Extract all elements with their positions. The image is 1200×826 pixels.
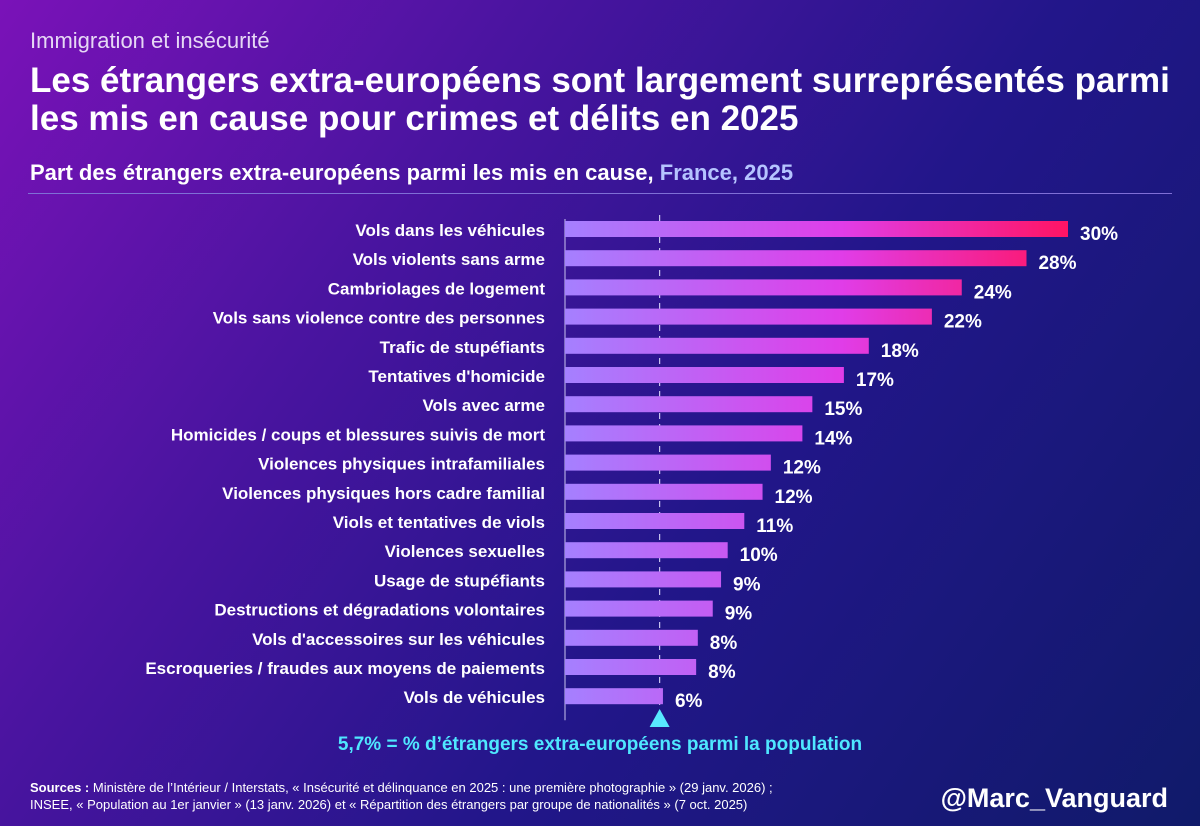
category-label-5: Trafic de stupéfiants xyxy=(380,338,545,357)
value-label-12: 10% xyxy=(740,545,778,566)
value-label-7: 15% xyxy=(824,399,862,420)
category-label-14: Destructions et dégradations volontaires xyxy=(214,601,545,620)
category-label-1: Vols dans les véhicules xyxy=(355,221,545,240)
kicker-text: Immigration et insécurité xyxy=(30,28,270,53)
category-label-2: Vols violents sans arme xyxy=(353,250,545,269)
bar-16 xyxy=(565,659,697,675)
category-label-4: Vols sans violence contre des personnes xyxy=(213,309,545,328)
chart-title: Les étrangers extra-européens sont large… xyxy=(30,61,1170,138)
value-label-3: 24% xyxy=(974,282,1012,303)
category-label-3: Cambriolages de logement xyxy=(328,279,546,298)
bar-7 xyxy=(565,396,813,413)
value-label-6: 17% xyxy=(856,370,894,391)
category-label-15: Vols d'accessoires sur les véhicules xyxy=(252,630,545,649)
category-label-9: Violences physiques intrafamiliales xyxy=(258,455,545,474)
bar-2 xyxy=(565,250,1027,267)
value-label-15: 8% xyxy=(710,633,738,654)
value-label-17: 6% xyxy=(675,691,703,712)
chart-subtitle: Part des étrangers extra-européens parmi… xyxy=(30,160,793,186)
value-label-13: 9% xyxy=(733,574,761,595)
category-label-10: Violences physiques hors cadre familial xyxy=(222,484,545,503)
bar-chart: Vols dans les véhicules 30% Vols violents … xyxy=(145,215,1118,727)
category-label-13: Usage de stupéfiants xyxy=(374,571,545,590)
sources-line-2: INSEE, « Population au 1er janvier » (13… xyxy=(30,797,748,812)
bar-15 xyxy=(565,629,698,646)
bar-13 xyxy=(565,571,722,588)
bar-10 xyxy=(565,483,763,500)
bar-3 xyxy=(565,279,962,296)
value-label-10: 12% xyxy=(775,487,813,508)
value-label-1: 30% xyxy=(1080,224,1118,245)
bar-5 xyxy=(565,337,869,354)
value-label-2: 28% xyxy=(1038,253,1076,274)
bar-14 xyxy=(565,600,713,617)
value-label-11: 11% xyxy=(756,516,793,537)
category-label-12: Violences sexuelles xyxy=(385,542,545,561)
bar-12 xyxy=(565,542,728,559)
reference-marker xyxy=(649,709,670,727)
category-label-17: Vols de véhicules xyxy=(404,688,545,707)
category-label-8: Homicides / coups et blessures suivis de… xyxy=(171,425,545,444)
subtitle-main: Part des étrangers extra-européens parmi… xyxy=(30,160,654,185)
sources-line-1: Ministère de l’Intérieur / Interstats, «… xyxy=(92,780,773,795)
bar-17 xyxy=(565,688,663,705)
title-divider xyxy=(28,193,1172,194)
bar-6 xyxy=(565,367,844,383)
bar-1 xyxy=(565,221,1068,237)
value-label-9: 12% xyxy=(783,458,821,479)
value-label-5: 18% xyxy=(881,341,919,362)
value-label-16: 8% xyxy=(708,662,736,683)
bar-11 xyxy=(565,513,745,529)
category-label-7: Vols avec arme xyxy=(422,396,545,415)
bar-9 xyxy=(565,454,771,471)
sources-text: Sources : Ministère de l’Intérieur / Int… xyxy=(30,779,910,813)
category-label-16: Escroqueries / fraudes aux moyens de pai… xyxy=(145,659,545,678)
value-label-4: 22% xyxy=(944,312,982,333)
bar-8 xyxy=(565,425,803,442)
bar-4 xyxy=(565,308,932,325)
sources-label: Sources : xyxy=(30,780,90,795)
value-label-14: 9% xyxy=(725,604,753,625)
population-note: 5,7% = % d’étrangers extra-européens par… xyxy=(337,734,863,755)
author-handle: @Marc_Vanguard xyxy=(940,783,1168,813)
category-label-6: Tentatives d'homicide xyxy=(368,367,545,386)
subtitle-highlight: France, 2025 xyxy=(659,160,794,185)
category-label-11: Viols et tentatives de viols xyxy=(333,513,545,532)
value-label-8: 14% xyxy=(814,428,852,449)
